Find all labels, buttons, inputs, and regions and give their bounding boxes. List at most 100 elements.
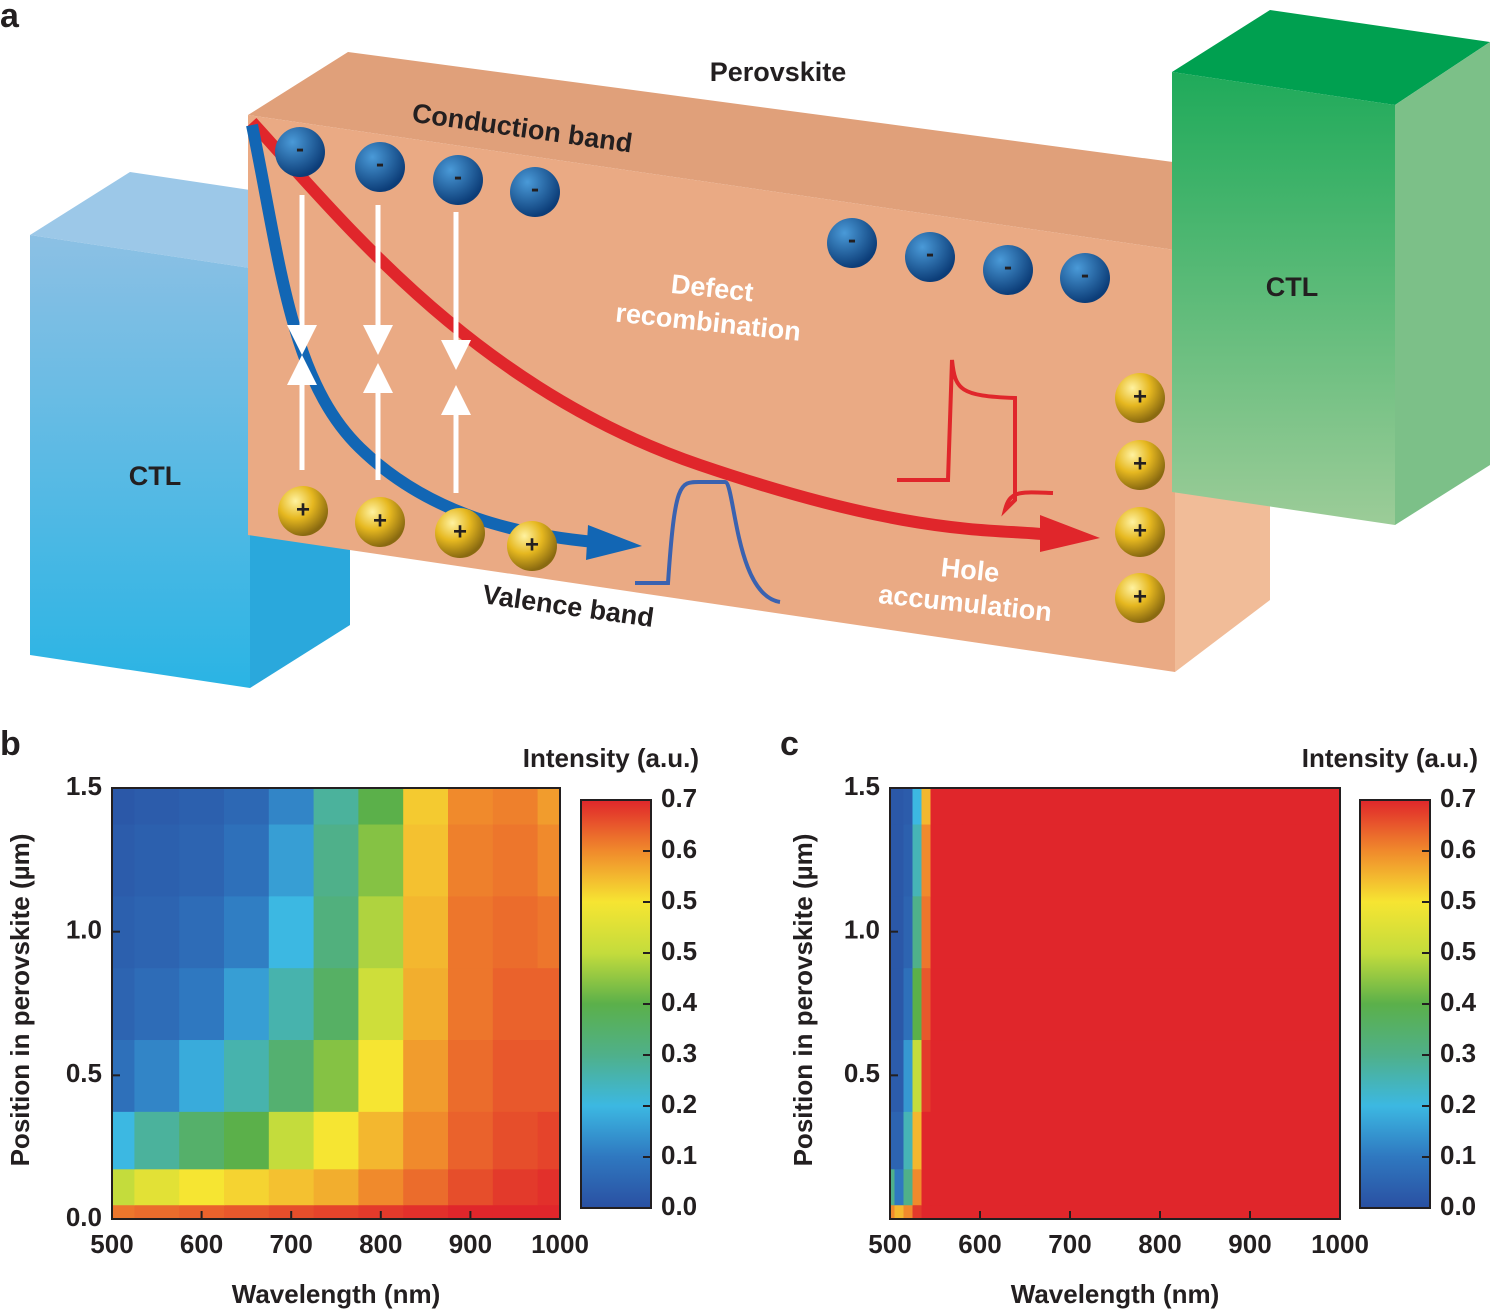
- heat-cell: [903, 1204, 914, 1220]
- heat-cell: [1025, 1168, 1116, 1206]
- arrowhead: [1040, 515, 1100, 552]
- hole: [1115, 373, 1165, 423]
- hole-sign: +: [1133, 583, 1147, 610]
- plot-frame: [111, 787, 561, 1220]
- hole-sign: +: [525, 531, 539, 558]
- heat-cell: [939, 895, 963, 969]
- heat-cell: [224, 1039, 270, 1112]
- colorbar: [580, 799, 652, 1209]
- electron: [1060, 253, 1110, 303]
- heat-cell: [403, 895, 449, 969]
- heat-cell: [134, 1039, 180, 1112]
- particles: - - - - - - - - + + + + + + + +: [275, 127, 1165, 623]
- heat-cell: [134, 1111, 180, 1170]
- heat-cell: [492, 823, 539, 897]
- heat-cell: [179, 967, 225, 1041]
- heat-cell: [179, 1111, 225, 1170]
- heat-cell: [921, 895, 932, 969]
- heat-cell: [179, 823, 225, 897]
- electron-sign: -: [376, 150, 384, 177]
- heat-cell: [1115, 1039, 1206, 1112]
- plot-frame: [889, 787, 1341, 1220]
- heat-cell: [903, 1039, 914, 1112]
- hole-sign: +: [373, 507, 387, 534]
- heat-cell: [268, 823, 315, 897]
- heat-cell: [962, 823, 1026, 897]
- heat-cell: [912, 1168, 923, 1206]
- heat-cell: [1115, 823, 1206, 897]
- colorbar-tick-label: 0.6: [661, 834, 697, 864]
- perovskite-top: [248, 52, 1270, 250]
- heat-cell: [112, 823, 135, 897]
- heat-cell: [268, 788, 315, 825]
- heat-cell: [358, 1168, 404, 1206]
- heat-cell: [1025, 895, 1116, 969]
- heat-cell: [1205, 1168, 1296, 1206]
- heat-cell: [921, 1168, 932, 1206]
- heat-cell: [403, 967, 449, 1041]
- heat-cell: [358, 1111, 404, 1170]
- electron-sign: -: [1004, 253, 1012, 280]
- heat-cell: [112, 1039, 135, 1112]
- heat-cell: [313, 823, 359, 897]
- heat-cell: [448, 788, 494, 825]
- ctl-right-front: [1172, 72, 1395, 525]
- heat-cell: [134, 788, 180, 825]
- heat-cell: [921, 1204, 932, 1220]
- hole-sign: +: [1133, 450, 1147, 477]
- heat-cell: [134, 1204, 180, 1220]
- heat-cell: [313, 1168, 359, 1206]
- heat-cell: [1205, 1111, 1296, 1170]
- heat-cell: [1205, 967, 1296, 1041]
- heat-cell: [1295, 1204, 1341, 1220]
- heat-cell: [912, 823, 923, 897]
- heat-cell: [313, 1204, 359, 1220]
- heat-cell: [224, 1111, 270, 1170]
- heat-cell: [268, 1168, 315, 1206]
- heat-cell: [930, 1111, 941, 1170]
- heat-cell: [112, 967, 135, 1041]
- heat-cell: [358, 788, 404, 825]
- electron-sign: -: [296, 135, 304, 162]
- x-tick-label: 700: [270, 1229, 313, 1259]
- perovskite-label: Perovskite: [710, 57, 847, 87]
- heat-cell: [1295, 823, 1341, 897]
- heat-cell: [1295, 788, 1341, 825]
- heat-cell: [268, 895, 315, 969]
- heat-cell: [1295, 895, 1341, 969]
- heat-cell: [112, 1168, 135, 1206]
- heat-cell: [403, 1204, 449, 1220]
- arrowhead: [586, 525, 642, 560]
- colorbar-tick-label: 0.0: [661, 1191, 697, 1221]
- heat-cell: [1295, 1039, 1341, 1112]
- colorbar-tick-label: 0.2: [661, 1089, 697, 1119]
- y-tick-label: 0.5: [844, 1058, 880, 1088]
- hole-sign: +: [1133, 517, 1147, 544]
- heat-cell: [921, 967, 932, 1041]
- colorbar: [1359, 799, 1431, 1209]
- heat-cell: [962, 1168, 1026, 1206]
- heat-cell: [1295, 967, 1341, 1041]
- heat-cell: [894, 1039, 905, 1112]
- ctl-left-front: [30, 235, 250, 688]
- heat-cell: [358, 967, 404, 1041]
- heat-cell: [134, 823, 180, 897]
- heat-cell: [903, 788, 914, 825]
- x-tick-label: 600: [958, 1229, 1001, 1259]
- heat-cell: [448, 1039, 494, 1112]
- heat-cell: [1295, 1168, 1341, 1206]
- heat-cell: [894, 1111, 905, 1170]
- heat-cell: [1205, 1039, 1296, 1112]
- heat-cell: [912, 967, 923, 1041]
- x-tick-label: 900: [1228, 1229, 1271, 1259]
- y-tick-label: 1.5: [844, 771, 880, 801]
- electron: [355, 142, 405, 192]
- heat-cell: [962, 1039, 1026, 1112]
- heat-cell: [313, 788, 359, 825]
- hole-label: Hole: [940, 552, 1001, 588]
- heat-cell: [403, 1039, 449, 1112]
- heat-cell: [179, 895, 225, 969]
- heat-cell: [890, 1111, 896, 1170]
- heat-cell: [912, 1111, 923, 1170]
- heat-cell: [962, 967, 1026, 1041]
